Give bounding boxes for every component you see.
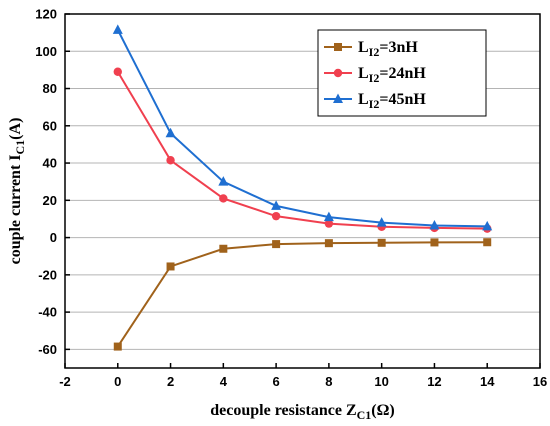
y-tick-label: 60	[43, 118, 57, 133]
x-tick-label: 10	[374, 374, 388, 389]
y-tick-label: 100	[35, 44, 57, 59]
data-point	[165, 127, 176, 138]
data-point	[334, 43, 342, 51]
data-point	[166, 262, 175, 271]
data-point	[166, 156, 175, 165]
data-point	[430, 238, 439, 247]
x-tick-label: 12	[427, 374, 441, 389]
y-tick-label: 40	[43, 156, 57, 171]
data-point	[324, 239, 333, 248]
data-point	[219, 194, 228, 203]
series-line	[116, 241, 488, 348]
series-square	[113, 238, 492, 351]
data-point	[482, 220, 493, 231]
x-tick-label: 0	[114, 374, 121, 389]
x-tick-label: 4	[220, 374, 228, 389]
y-tick-label: 0	[50, 230, 57, 245]
data-point	[333, 68, 343, 78]
data-point	[113, 342, 122, 351]
x-axis-title: decouple resistance ZC1(Ω)	[210, 402, 395, 422]
legend-entry: LI2=24nH	[324, 65, 426, 85]
data-point	[324, 219, 334, 228]
y-tick-label: -20	[38, 267, 57, 282]
data-point	[429, 219, 440, 230]
data-point	[323, 211, 334, 222]
x-tick-label: -2	[59, 374, 71, 389]
legend-label: LI2=45nH	[358, 91, 426, 111]
legend-label: LI2=3nH	[358, 39, 418, 59]
x-tick-label: 16	[533, 374, 547, 389]
data-point	[376, 217, 387, 227]
y-tick-label: -40	[38, 305, 57, 320]
data-point	[272, 240, 281, 249]
data-point	[271, 200, 282, 210]
data-point	[483, 238, 492, 247]
series-line	[116, 71, 488, 230]
legend-entry: LI2=45nH	[324, 91, 426, 111]
legend-entry: LI2=3nH	[324, 39, 418, 59]
series-line	[116, 29, 488, 228]
y-tick-label: -60	[38, 342, 57, 357]
x-tick-label: 6	[272, 374, 279, 389]
data-point	[271, 211, 281, 221]
y-tick-label: 80	[43, 81, 57, 96]
series	[112, 24, 493, 351]
x-tick-label: 14	[480, 374, 495, 389]
plot-frame	[64, 13, 541, 369]
data-point	[112, 24, 123, 34]
data-point	[219, 244, 228, 253]
y-tick-label: 120	[35, 7, 57, 22]
x-tick-label: 2	[167, 374, 174, 389]
y-tick-label: 20	[43, 193, 57, 208]
data-point	[377, 238, 386, 247]
legend-label: LI2=24nH	[358, 65, 426, 85]
x-tick-label: 8	[325, 374, 332, 389]
y-axis-title: couple current IC1(A)	[7, 118, 27, 265]
data-point	[218, 176, 229, 186]
data-point	[113, 67, 122, 76]
data-point	[333, 93, 343, 103]
legend: LI2=3nH LI2=24nH LI2=45nH	[317, 29, 487, 117]
series-triangle	[112, 24, 493, 231]
